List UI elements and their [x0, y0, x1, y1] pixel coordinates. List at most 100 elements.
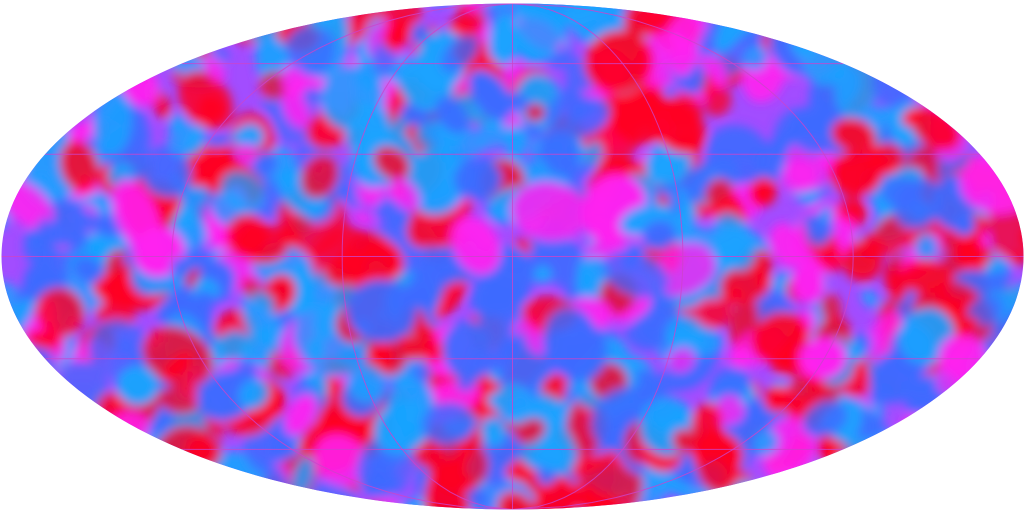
anisotropy-patch [764, 386, 791, 413]
anisotropy-patch [585, 141, 603, 166]
anisotropy-patch [312, 304, 340, 341]
anisotropy-patch [422, 340, 446, 363]
anisotropy-patch [476, 3, 506, 19]
anisotropy-patch [352, 211, 374, 225]
anisotropy-patch [805, 221, 832, 247]
anisotropy-patch [235, 123, 265, 151]
anisotropy-patch [672, 429, 697, 454]
anisotropy-patch [421, 401, 476, 446]
anisotropy-patch [487, 393, 502, 408]
anisotropy-patch [488, 369, 502, 383]
anisotropy-patch [26, 330, 62, 349]
anisotropy-patch [170, 256, 193, 278]
anisotropy-patch [178, 71, 233, 130]
anisotropy-patch [36, 218, 60, 246]
anisotropy-patch [313, 433, 369, 487]
anisotropy-patch [542, 306, 597, 373]
anisotropy-patch [871, 57, 915, 107]
anisotropy-patch [112, 179, 162, 254]
meridian-line [512, 3, 684, 510]
anisotropy-patch [398, 57, 455, 112]
anisotropy-patch [704, 178, 733, 205]
anisotropy-patch [409, 23, 431, 44]
anisotropy-patch [837, 451, 850, 467]
anisotropy-patch [435, 96, 469, 134]
anisotropy-patch [821, 293, 842, 323]
anisotropy-patch [300, 154, 339, 199]
anisotropy-patch [236, 143, 258, 164]
anisotropy-patch [602, 249, 669, 299]
anisotropy-patch [845, 345, 866, 362]
anisotropy-patch [207, 135, 232, 149]
anisotropy-patch [284, 394, 317, 436]
anisotropy-patch [451, 216, 501, 275]
anisotropy-patch [191, 39, 211, 58]
anisotropy-patch [695, 429, 741, 494]
anisotropy-patch [73, 256, 104, 284]
anisotropy-patch [456, 374, 476, 392]
anisotropy-patch [525, 326, 547, 355]
anisotropy-patch [788, 104, 847, 155]
anisotropy-patch [720, 264, 772, 304]
anisotropy-patch [714, 395, 745, 425]
anisotropy-patch [219, 170, 266, 214]
anisotropy-patch [251, 151, 278, 178]
anisotropy-patch [684, 160, 713, 203]
anisotropy-patch [751, 312, 810, 364]
anisotropy-patch [189, 291, 215, 318]
anisotropy-patch [861, 289, 879, 308]
anisotropy-patch [346, 279, 417, 343]
anisotropy-patch [488, 12, 520, 67]
anisotropy-patch [573, 507, 585, 510]
anisotropy-patch [584, 30, 654, 94]
anisotropy-patch [116, 365, 160, 406]
anisotropy-patch [710, 366, 750, 403]
anisotropy-patch [442, 320, 493, 382]
anisotropy-patch [340, 231, 397, 289]
anisotropy-patch [988, 269, 1011, 292]
meridian-line [171, 3, 513, 510]
anisotropy-patch [802, 400, 848, 438]
anisotropy-patch [465, 487, 491, 509]
anisotropy-patch [497, 491, 538, 510]
anisotropy-patch [532, 476, 577, 510]
anisotropy-patch [171, 70, 183, 83]
anisotropy-patch [384, 17, 411, 52]
anisotropy-patch [956, 317, 978, 337]
anisotropy-patch [499, 92, 530, 111]
anisotropy-patch [259, 72, 288, 100]
anisotropy-patch [829, 150, 883, 196]
anisotropy-patch [997, 342, 1021, 362]
anisotropy-patch [818, 205, 834, 224]
anisotropy-patch [480, 416, 507, 447]
anisotropy-patch [431, 274, 468, 319]
anisotropy-patch [203, 55, 226, 82]
anisotropy-patch [52, 386, 65, 399]
anisotropy-patch [212, 48, 230, 62]
anisotropy-patch [454, 158, 502, 201]
anisotropy-patch [914, 233, 939, 262]
anisotropy-patch [703, 85, 732, 117]
anisotropy-patch [535, 437, 570, 472]
anisotropy-patch [168, 113, 187, 133]
anisotropy-patch [742, 45, 769, 71]
anisotropy-patch [238, 378, 270, 410]
anisotropy-patch [539, 128, 580, 176]
anisotropy-patch [59, 140, 99, 193]
anisotropy-patch [414, 246, 458, 290]
anisotropy-patch [902, 107, 924, 126]
anisotropy-patch [42, 244, 70, 284]
anisotropy-patch [657, 366, 695, 392]
anisotropy-patch [92, 89, 133, 157]
anisotropy-patch [35, 287, 85, 338]
anisotropy-patch [319, 65, 385, 131]
anisotropy-patch [900, 259, 954, 294]
anisotropy-patch [668, 347, 696, 373]
anisotropy-patch [837, 195, 864, 221]
anisotropy-patch [624, 327, 658, 351]
anisotropy-patch [493, 383, 535, 424]
anisotropy-patch [533, 265, 552, 284]
anisotropy-patch [160, 383, 204, 414]
anisotropy-patch [641, 220, 677, 251]
